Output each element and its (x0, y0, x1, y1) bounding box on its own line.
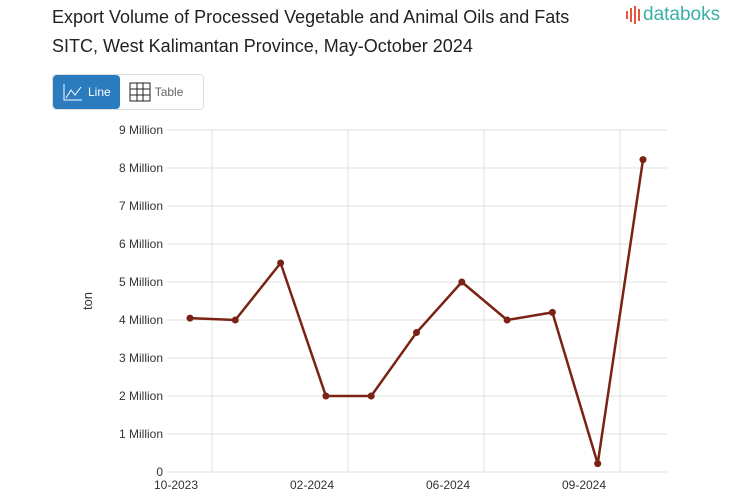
y-tick-label: 1 Million (119, 427, 163, 441)
x-tick-label: 06-2024 (426, 478, 470, 492)
y-tick-label: 7 Million (119, 199, 163, 213)
line-view-button[interactable]: Line (53, 75, 120, 109)
view-toggle: Line Table (52, 74, 204, 110)
data-point (594, 460, 602, 468)
y-tick-label: 0 (156, 465, 163, 479)
data-point (277, 259, 285, 267)
table-label: Table (154, 85, 184, 99)
line-chart-icon (63, 84, 82, 101)
y-tick-label: 4 Million (119, 313, 163, 327)
data-point (639, 156, 647, 164)
data-point (186, 314, 194, 322)
data-point (367, 392, 375, 400)
data-point (413, 329, 420, 337)
databoks-logo: databoks (626, 4, 720, 26)
logo-bars-icon (626, 6, 640, 24)
y-tick-label: 2 Million (119, 389, 163, 403)
data-point (322, 392, 330, 400)
x-tick-label: 09-2024 (562, 478, 606, 492)
data-point (458, 278, 466, 286)
y-tick-label: 9 Million (119, 123, 163, 137)
y-tick-label: 6 Million (119, 237, 163, 251)
x-tick-label: 10-2023 (154, 478, 198, 492)
series-line (189, 159, 645, 465)
table-grid-icon (129, 82, 151, 102)
y-tick-label: 8 Million (119, 161, 163, 175)
data-point (231, 316, 239, 324)
x-tick-label: 02-2024 (290, 478, 334, 492)
table-view-button[interactable]: Table (120, 75, 193, 109)
y-axis-label: ton (80, 292, 95, 310)
chart-title: Export Volume of Processed Vegetable and… (52, 7, 570, 56)
data-point (548, 308, 556, 316)
line-label: Line (88, 85, 111, 99)
y-tick-label: 3 Million (119, 351, 163, 365)
y-tick-label: 5 Million (119, 275, 163, 289)
logo-text: databoks (643, 4, 721, 25)
data-point (503, 316, 511, 324)
